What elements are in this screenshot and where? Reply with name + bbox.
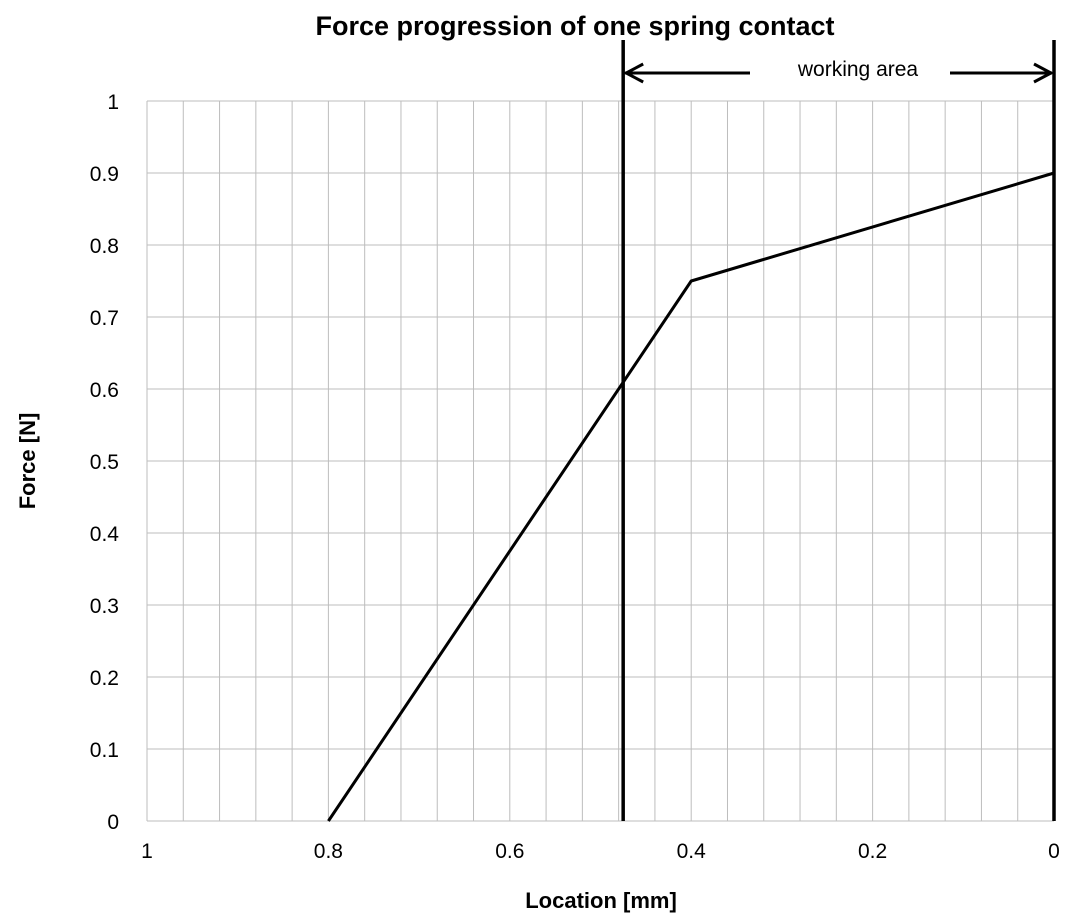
x-tick-label: 0 <box>1048 840 1060 863</box>
working-area-bounds <box>621 40 1056 821</box>
y-tick-label: 1 <box>107 91 119 114</box>
y-tick-label: 0.2 <box>90 667 119 690</box>
y-tick-label: 0.4 <box>90 523 120 546</box>
x-tick-label: 0.4 <box>677 840 707 863</box>
y-tick-label: 0.9 <box>90 163 119 186</box>
y-tick-labels: 0 0.1 0.2 0.3 0.4 0.5 0.6 0.7 0.8 0.9 1 <box>90 91 120 834</box>
grid <box>146 100 1055 822</box>
y-tick-label: 0.1 <box>90 739 119 762</box>
y-tick-label: 0.8 <box>90 235 119 258</box>
y-tick-label: 0 <box>107 811 119 834</box>
y-axis-title: Force [N] <box>15 413 40 510</box>
x-tick-label: 0.8 <box>314 840 343 863</box>
arrowhead-right <box>1033 62 1055 84</box>
working-area-label: working area <box>797 58 919 81</box>
x-tick-label: 1 <box>141 840 153 863</box>
y-tick-label: 0.6 <box>90 379 119 402</box>
series-layer <box>327 171 1055 822</box>
x-axis-title: Location [mm] <box>525 888 677 913</box>
y-tick-label: 0.7 <box>90 307 119 330</box>
y-tick-label: 0.3 <box>90 595 119 618</box>
y-tick-label: 0.5 <box>90 451 119 474</box>
x-tick-label: 0.2 <box>858 840 887 863</box>
x-tick-labels: 1 0.8 0.6 0.4 0.2 0 <box>141 840 1060 863</box>
arrowhead-left <box>622 62 644 84</box>
chart-title: Force progression of one spring contact <box>315 11 834 41</box>
x-tick-label: 0.6 <box>495 840 524 863</box>
working-area-annotation: working area <box>622 58 1055 84</box>
